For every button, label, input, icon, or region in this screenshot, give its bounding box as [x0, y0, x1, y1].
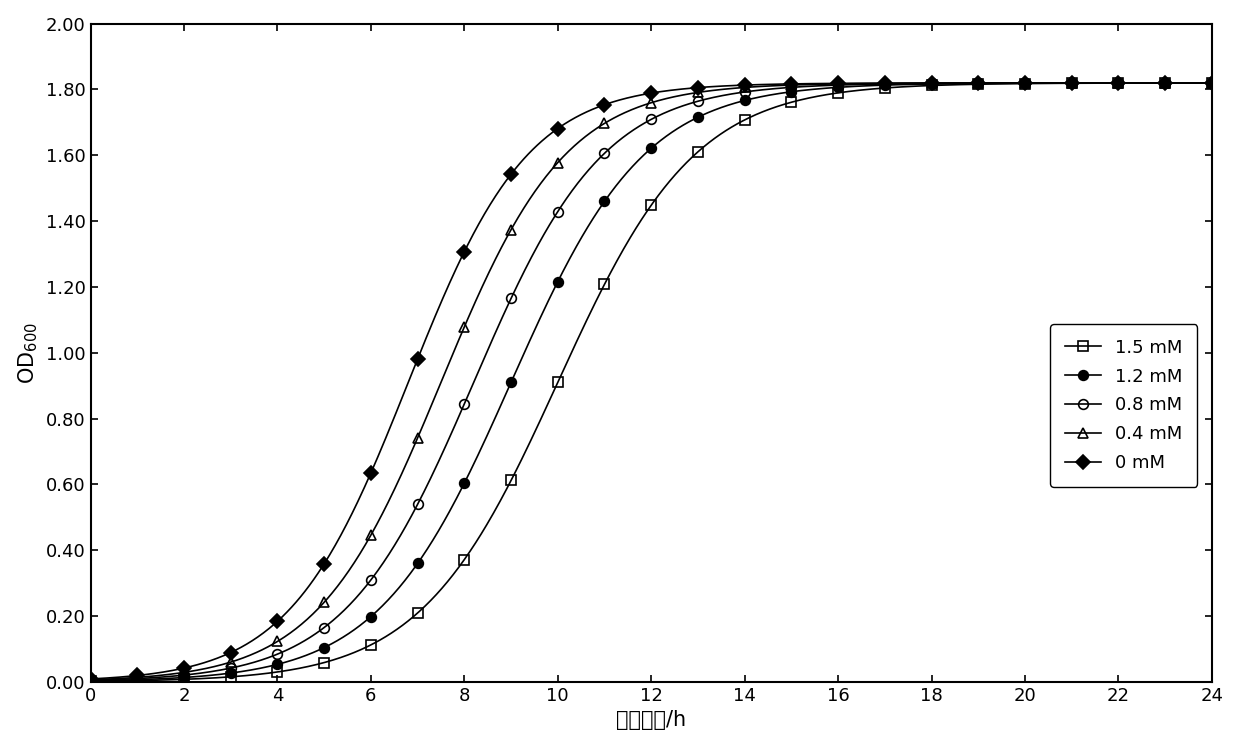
Y-axis label: OD$_{600}$: OD$_{600}$ — [16, 322, 40, 384]
X-axis label: 培养时间/h: 培养时间/h — [616, 710, 686, 731]
Legend: 1.5 mM, 1.2 mM, 0.8 mM, 0.4 mM, 0 mM: 1.5 mM, 1.2 mM, 0.8 mM, 0.4 mM, 0 mM — [1050, 324, 1197, 486]
